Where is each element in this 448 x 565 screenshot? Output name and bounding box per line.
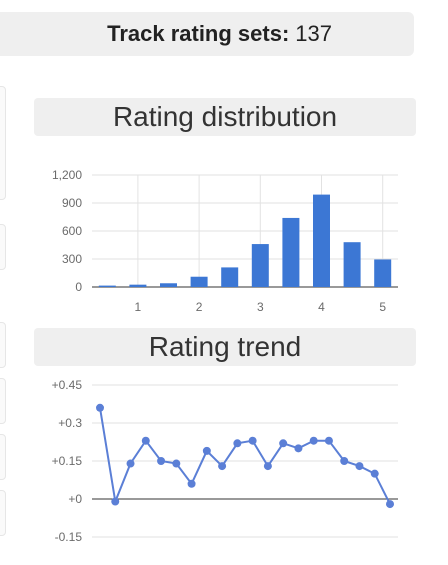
trend-point — [386, 500, 394, 509]
trend-point — [233, 439, 242, 448]
track-rating-sets-count: 137 — [295, 21, 332, 46]
trend-point — [157, 457, 166, 465]
trend-point — [141, 436, 150, 445]
x-tick-label: 4 — [318, 300, 325, 314]
y-tick-label: 300 — [62, 252, 82, 266]
trend-point — [248, 436, 257, 445]
y-tick-label: 900 — [62, 196, 82, 210]
x-tick-label: 1 — [135, 300, 142, 314]
rating-trend-title: Rating trend — [34, 328, 416, 366]
y-tick-label: +0 — [68, 492, 82, 506]
bar — [221, 267, 239, 287]
bar — [343, 242, 361, 287]
y-tick-label: -0.15 — [55, 530, 83, 544]
edge-card-4 — [0, 378, 6, 424]
bar — [160, 283, 177, 287]
trend-point — [294, 444, 303, 453]
edge-card-3 — [0, 322, 6, 368]
bar — [282, 217, 300, 287]
trend-point — [111, 497, 120, 506]
y-tick-label: +0.3 — [58, 416, 82, 430]
trend-line — [99, 407, 391, 506]
bar — [251, 244, 269, 287]
rating-distribution-title: Rating distribution — [34, 98, 416, 136]
edge-card-5 — [0, 434, 6, 480]
trend-point — [96, 403, 104, 412]
track-rating-sets-label: Track rating sets: — [107, 21, 290, 46]
y-tick-label: 1,200 — [52, 168, 82, 182]
rating-distribution-chart: 1,200 900 600 300 0 1 2 3 4 5 — [52, 168, 398, 314]
x-tick-label: 2 — [196, 300, 203, 314]
trend-point — [340, 457, 349, 465]
trend-point — [309, 436, 318, 445]
trend-point — [279, 439, 288, 448]
edge-card-2 — [0, 224, 6, 270]
y-tick-label: 600 — [62, 224, 82, 238]
bar — [129, 284, 147, 287]
trend-point — [172, 459, 181, 468]
y-tick-label: +0.45 — [52, 378, 83, 392]
bar — [98, 285, 116, 287]
y-tick-label: 0 — [75, 280, 82, 294]
trend-point — [187, 479, 196, 488]
bar — [190, 276, 208, 287]
track-rating-sets-header: Track rating sets: 137 — [0, 12, 414, 56]
trend-point — [355, 462, 364, 471]
trend-point — [370, 469, 379, 478]
rating-trend-chart: +0.45 +0.3 +0.15 +0 -0.15 — [52, 378, 398, 544]
bar — [313, 194, 330, 287]
trend-point — [218, 462, 227, 471]
bar — [374, 259, 392, 287]
edge-card-6 — [0, 490, 6, 536]
y-tick-label: +0.15 — [52, 454, 83, 468]
trend-point — [324, 436, 333, 445]
trend-point — [126, 459, 135, 468]
trend-point — [263, 462, 272, 471]
x-tick-label: 5 — [379, 300, 386, 314]
edge-card-1 — [0, 86, 6, 200]
trend-point — [202, 446, 211, 455]
x-tick-label: 3 — [257, 300, 264, 314]
